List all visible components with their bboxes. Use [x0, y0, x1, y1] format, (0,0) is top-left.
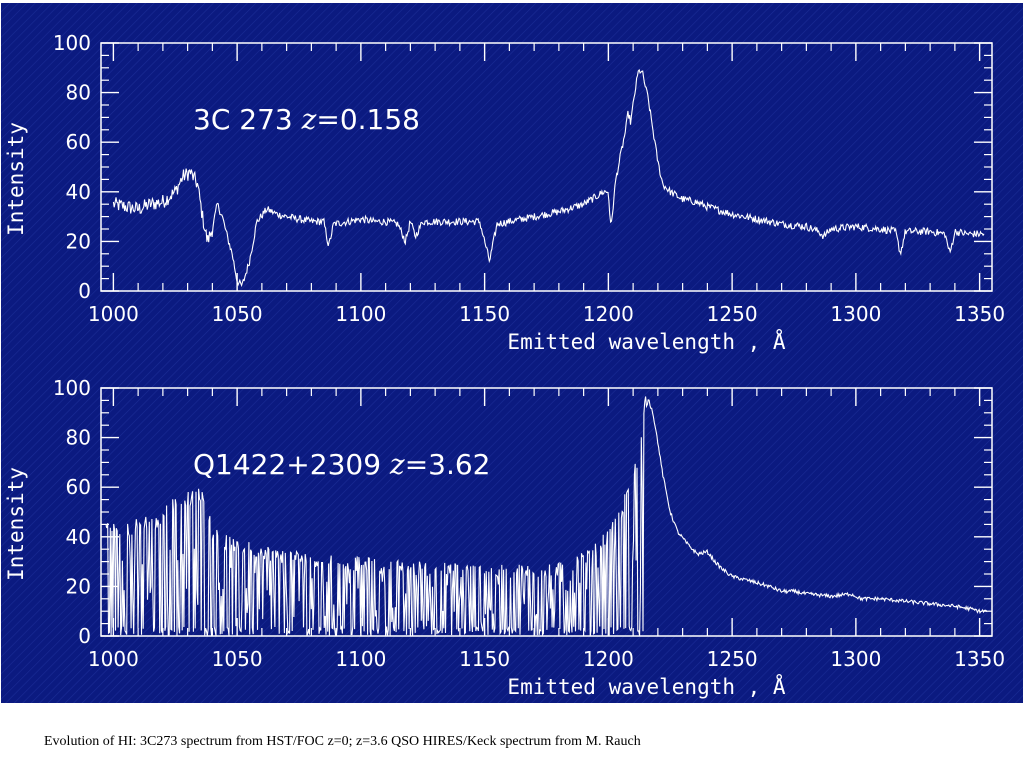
spectra-figure: 1000 1050 1100 1150 1200 1250 1300 1350 0 20 40 60 8… — [1, 3, 1023, 703]
plot-title-z-value: =0.158 — [316, 103, 420, 136]
spectrum-line — [105, 396, 988, 637]
y-tick-label: 0 — [78, 279, 91, 303]
y-tick-label: 100 — [53, 31, 91, 55]
x-tick-label: 1200 — [583, 647, 634, 671]
spectrum-line — [112, 68, 985, 288]
y-tick-label: 60 — [66, 130, 91, 154]
plot-title-object: Q1422+2309 — [193, 448, 390, 481]
plot-title-z-symbol: z — [301, 103, 317, 136]
plot-title-z-value: =3.62 — [405, 448, 491, 481]
x-tick-label: 1300 — [830, 647, 881, 671]
y-tick-label: 0 — [78, 624, 91, 648]
y-tick-label: 20 — [66, 229, 91, 253]
y-axis-label: Intensity — [4, 467, 28, 581]
y-axis-label: Intensity — [4, 122, 28, 236]
x-axis-label: Emitted wavelength , Å — [507, 673, 786, 699]
x-tick-label: 1350 — [954, 302, 1005, 326]
x-tick-label: 1100 — [335, 647, 386, 671]
x-tick-label: 1150 — [459, 647, 510, 671]
x-tick-label: 1100 — [335, 302, 386, 326]
x-tick-label: 1250 — [707, 647, 758, 671]
x-tick-label: 1200 — [583, 302, 634, 326]
spectra-chart-svg: 1000 1050 1100 1150 1200 1250 1300 135002040608… — [1, 3, 1023, 703]
x-tick-label: 1300 — [830, 302, 881, 326]
x-tick-label: 1150 — [459, 302, 510, 326]
x-axis-label: Emitted wavelength , Å — [507, 328, 786, 354]
y-tick-label: 40 — [66, 180, 91, 204]
figure-background — [1, 3, 1023, 703]
figure-caption: Evolution of HI: 3C273 spectrum from HST… — [44, 734, 641, 749]
x-tick-label: 1350 — [954, 647, 1005, 671]
plot-title-object: 3C 273 — [193, 103, 302, 136]
y-tick-label: 80 — [66, 426, 91, 450]
y-tick-label: 100 — [53, 376, 91, 400]
y-tick-label: 40 — [66, 525, 91, 549]
x-tick-label: 1050 — [212, 647, 263, 671]
plot-title: Q1422+2309 z=3.62 — [193, 448, 491, 481]
x-tick-label: 1050 — [212, 302, 263, 326]
plot-title-z-symbol: z — [389, 448, 405, 481]
y-tick-label: 60 — [66, 475, 91, 499]
panel-1: 1000 1050 1100 1150 1200 1250 1300 1350 0 20 40 60 8… — [4, 31, 1005, 354]
x-tick-label: 1000 — [88, 302, 139, 326]
x-tick-label: 1250 — [707, 302, 758, 326]
x-tick-label: 1000 — [88, 647, 139, 671]
y-tick-label: 20 — [66, 574, 91, 598]
panel-2: 1000 1050 1100 1150 1200 1250 1300 1350 0 20 40 60 8… — [4, 376, 1005, 699]
y-tick-label: 80 — [66, 81, 91, 105]
plot-title: 3C 273 z=0.158 — [193, 103, 420, 136]
